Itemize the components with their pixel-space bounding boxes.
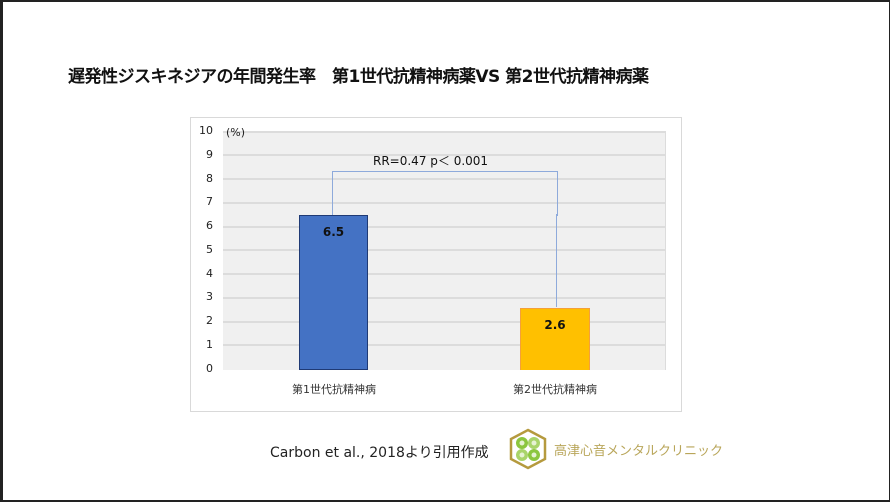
y-tick: 10 [199,124,213,137]
y-tick: 6 [206,219,213,232]
bar-second-generation: 2.6 [520,308,590,370]
gridline [223,154,665,156]
x-tick-first-generation: 第1世代抗精神病 [292,383,376,396]
y-tick: 4 [206,267,213,280]
gridline [223,178,665,180]
y-tick: 8 [206,172,213,185]
y-tick: 2 [206,314,213,327]
chart-title: 遅発性ジスキネジアの年間発生率 第1世代抗精神病薬VS 第2世代抗精神病薬 [68,67,649,87]
gridline [223,321,665,323]
x-tick-second-generation: 第2世代抗精神病 [513,383,597,396]
gridline [223,344,665,346]
gridline [223,273,665,275]
y-tick: 0 [206,362,213,375]
gridline [223,131,665,133]
significance-bracket [332,171,558,216]
gridline [223,226,665,228]
gridline [223,249,665,251]
y-tick: 7 [206,195,213,208]
plot-area [223,131,666,370]
gridline [223,202,665,204]
y-tick: 1 [206,338,213,351]
y-tick: 5 [206,243,213,256]
y-tick: 9 [206,148,213,161]
rr-annotation: RR=0.47 p＜ 0.001 [373,154,489,168]
bar-value-label: 6.5 [322,225,345,239]
clinic-logo-icon [508,428,548,470]
clinic-name: 高津心音メンタルクリニック [554,444,724,459]
bar-value-label: 2.6 [544,318,566,332]
y-axis-unit: (%) [226,126,246,139]
gridline [223,297,665,299]
citation: Carbon et al., 2018より引用作成 [270,445,489,461]
y-tick: 3 [206,290,213,303]
significance-bracket-right [556,214,557,307]
bar-first-generation: 6.5 [299,215,368,370]
